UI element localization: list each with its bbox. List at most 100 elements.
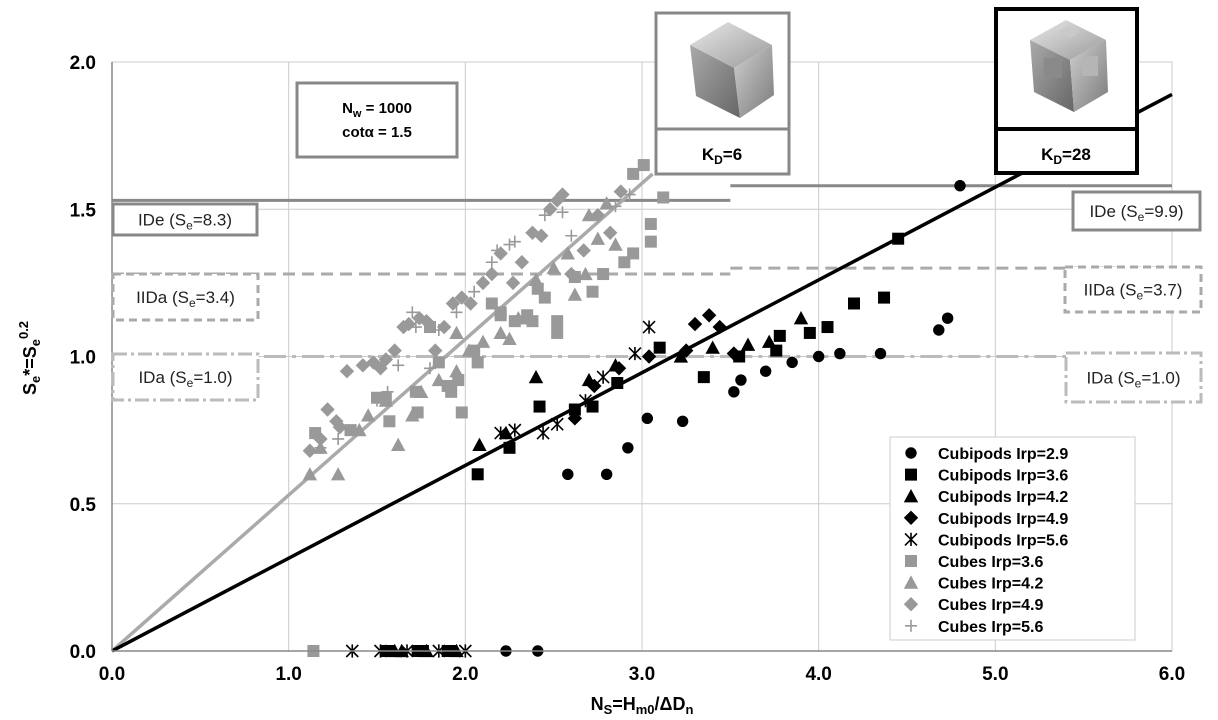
data-point: [551, 315, 564, 328]
legend-marker: [903, 597, 919, 612]
data-point: [494, 426, 508, 440]
data-point: [502, 331, 517, 345]
data-point: [332, 419, 348, 435]
data-point: [848, 297, 860, 310]
data-point: [528, 369, 544, 384]
data-point: [600, 468, 613, 480]
data-point: [590, 231, 606, 245]
data-point: [609, 200, 622, 213]
data-point: [568, 403, 581, 416]
legend-entry: Cubes Irp=4.9: [903, 597, 1043, 614]
series-cubipods-irp-5-6: [345, 320, 656, 658]
data-point: [740, 337, 756, 351]
data-point: [516, 311, 531, 325]
x-tick-label: 0.0: [99, 664, 125, 685]
data-point: [556, 206, 569, 219]
level-label-text: IDa (Se=1.0): [1086, 369, 1180, 391]
data-point: [550, 193, 565, 208]
data-point: [821, 321, 834, 334]
data-point: [803, 326, 816, 339]
data-point: [878, 291, 891, 304]
data-point: [302, 443, 318, 458]
data-point: [381, 385, 394, 398]
data-point: [735, 374, 747, 386]
data-point: [954, 179, 966, 192]
legend-entry: Cubipods Irp=3.6: [905, 468, 1068, 485]
data-point: [355, 358, 371, 373]
level-label-box: [1071, 190, 1202, 232]
data-point: [320, 402, 335, 417]
data-point: [567, 411, 583, 426]
data-point: [555, 187, 570, 202]
data-point: [611, 361, 627, 376]
data-point: [933, 324, 945, 336]
data-point: [676, 415, 689, 427]
series-cubes-irp-3-6: [307, 159, 670, 657]
legend-label: Cubes Irp=3.6: [938, 554, 1043, 571]
data-point: [339, 364, 355, 379]
data-point: [428, 343, 443, 358]
legend-marker: [905, 555, 917, 567]
data-point: [726, 346, 742, 361]
data-point: [371, 394, 383, 407]
data-point: [432, 323, 445, 336]
data-point: [627, 167, 640, 180]
data-point: [471, 468, 484, 481]
data-point: [576, 243, 591, 258]
y-tick-label: 1.5: [70, 200, 97, 221]
data-point: [627, 247, 640, 260]
data-point: [786, 356, 798, 369]
data-point: [383, 415, 396, 428]
info-line2: cotα = 1.5: [342, 124, 412, 141]
data-point: [454, 290, 469, 305]
data-point: [892, 232, 905, 245]
data-point: [494, 306, 507, 319]
legend-label: Cubipods Irp=4.9: [938, 511, 1068, 528]
x-tick-label: 6.0: [1159, 664, 1185, 685]
data-point: [941, 312, 954, 324]
legend-label: Cubipods Irp=5.6: [938, 532, 1068, 549]
y-axis-label: Se*=Se0.2: [16, 321, 43, 395]
legend-box: [889, 436, 1136, 641]
data-point: [759, 365, 772, 377]
data-point: [302, 467, 318, 481]
legend: Cubipods Irp=2.9 Cubipods Irp=3.6 Cubipods…: [889, 436, 1136, 641]
data-point: [405, 408, 420, 422]
cubipods-fit: [111, 92, 1173, 653]
data-point: [463, 296, 478, 311]
data-point: [641, 412, 653, 425]
data-point: [728, 386, 740, 398]
data-point: [514, 255, 530, 270]
level-label-text: IIDa (Se=3.4): [136, 288, 235, 310]
data-point: [503, 441, 516, 454]
level-label-IIDa-cubes: IIDa (Se=3.4): [111, 272, 260, 322]
level-label-text: IDa (Se=1.0): [138, 368, 232, 390]
x-tick-label: 3.0: [629, 664, 655, 685]
data-point: [637, 159, 650, 172]
data-point: [475, 334, 491, 348]
data-point: [642, 320, 656, 334]
svg-text:KD=28: KD=28: [1041, 145, 1091, 167]
legend-entry: Cubes Irp=3.6: [905, 554, 1043, 571]
data-point: [793, 311, 809, 325]
level-label-text: IIDa (Se=3.7): [1084, 281, 1183, 303]
data-point: [644, 217, 657, 230]
data-point: [471, 356, 484, 369]
data-point: [508, 235, 521, 248]
level-label-text: IDe (Se=8.3): [138, 211, 232, 233]
data-point: [564, 266, 579, 282]
data-point: [538, 209, 551, 222]
data-point: [378, 352, 394, 367]
data-point: [586, 400, 599, 413]
data-point: [591, 209, 604, 222]
data-point: [503, 238, 516, 251]
data-point: [472, 437, 487, 451]
x-axis-label: NS=Hm0/ΔDn: [591, 694, 694, 717]
data-point: [391, 437, 406, 451]
data-point: [313, 431, 328, 447]
kd6-box: KD=6: [654, 11, 791, 176]
data-point: [673, 349, 689, 363]
data-point: [431, 372, 447, 387]
series-cubes-irp-4-9: [302, 184, 628, 458]
